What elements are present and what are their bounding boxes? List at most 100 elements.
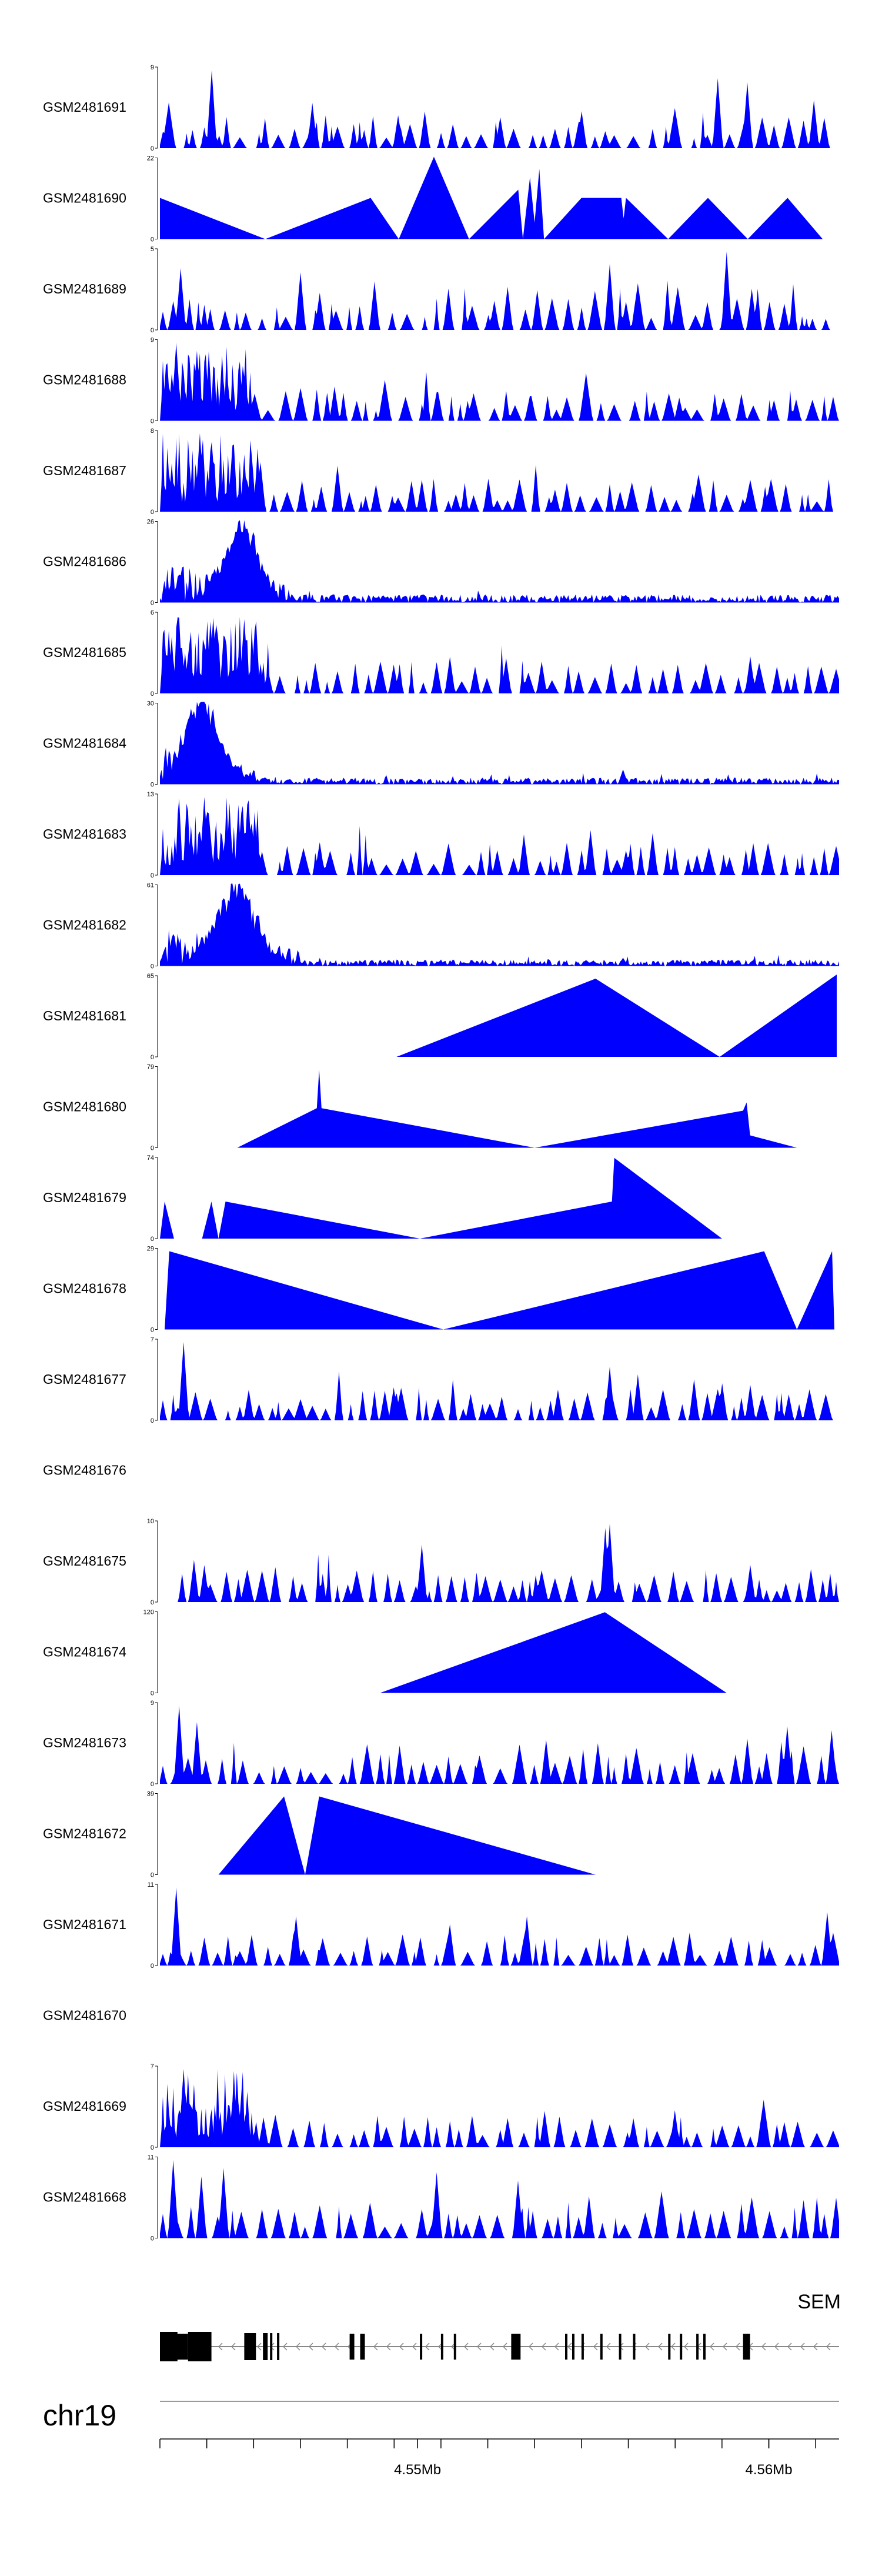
exon — [263, 2333, 268, 2360]
y-axis-zero-label: 0 — [151, 1327, 154, 1334]
strand-arrow — [218, 2343, 223, 2351]
track-label: GSM2481686 — [43, 554, 126, 569]
y-axis-zero-label: 0 — [151, 2235, 154, 2243]
track-gsm2481675: GSM2481675 10 0 — [43, 1518, 839, 1606]
track-gsm2481685: GSM2481685 6 0 — [43, 609, 839, 698]
y-axis-max-label: 6 — [151, 609, 154, 616]
strand-arrow — [373, 2343, 378, 2351]
coverage-area — [160, 797, 839, 875]
strand-arrow — [709, 2343, 714, 2351]
exon-utr — [160, 2334, 188, 2360]
track-gsm2481688: GSM2481688 9 0 — [43, 337, 839, 425]
gene-name: SEM — [797, 2291, 841, 2313]
y-axis-max-label: 79 — [147, 1064, 154, 1071]
exon — [572, 2334, 574, 2360]
coverage-area — [160, 342, 839, 421]
y-axis-zero-label: 0 — [151, 1054, 154, 1061]
y-axis-zero-label: 0 — [151, 1963, 154, 1970]
y-axis-zero-label: 0 — [151, 1417, 154, 1424]
y-axis-zero-label: 0 — [151, 418, 154, 425]
track-gsm2481668: GSM2481668 11 0 — [43, 2154, 839, 2243]
track-label: GSM2481674 — [43, 1644, 126, 1660]
y-axis-zero-label: 0 — [151, 1599, 154, 1606]
exon — [668, 2334, 671, 2360]
y-axis-zero-label: 0 — [151, 782, 154, 789]
coverage-area — [380, 1612, 727, 1693]
strand-arrow — [425, 2343, 430, 2351]
strand-arrow — [386, 2343, 391, 2351]
y-axis-max-label: 65 — [147, 973, 154, 980]
coverage-area — [160, 883, 839, 966]
track-gsm2481676: GSM2481676 — [43, 1463, 126, 1478]
y-axis-zero-label: 0 — [151, 1872, 154, 1879]
y-axis-zero-label: 0 — [151, 145, 154, 152]
strand-arrow — [657, 2343, 663, 2351]
exon — [619, 2334, 622, 2360]
exon — [703, 2334, 706, 2360]
exon — [680, 2334, 683, 2360]
track-label: GSM2481675 — [43, 1553, 126, 1569]
y-axis-zero-label: 0 — [151, 600, 154, 607]
track-gsm2481678: GSM2481678 29 0 — [43, 1246, 834, 1334]
y-axis-zero-label: 0 — [151, 963, 154, 970]
strand-arrow — [399, 2343, 404, 2351]
track-label: GSM2481690 — [43, 191, 126, 206]
exon — [633, 2334, 636, 2360]
track-label: GSM2481672 — [43, 1826, 126, 1841]
track-gsm2481684: GSM2481684 30 0 — [43, 700, 839, 789]
strand-arrow — [528, 2343, 533, 2351]
strand-arrow — [256, 2343, 262, 2351]
track-label: GSM2481683 — [43, 826, 126, 842]
y-axis-zero-label: 0 — [151, 509, 154, 516]
strand-arrow — [489, 2343, 495, 2351]
strand-arrow — [567, 2343, 572, 2351]
strand-arrow — [826, 2343, 831, 2351]
strand-arrow — [230, 2343, 236, 2351]
y-axis-max-label: 9 — [151, 64, 154, 71]
track-label: GSM2481688 — [43, 372, 126, 388]
strand-arrow — [502, 2343, 507, 2351]
track-gsm2481681: GSM2481681 65 0 — [43, 973, 837, 1061]
exon — [440, 2334, 443, 2360]
track-label: GSM2481691 — [43, 99, 126, 115]
strand-arrow — [683, 2343, 689, 2351]
track-gsm2481683: GSM2481683 13 0 — [43, 791, 839, 879]
track-gsm2481680: GSM2481680 79 0 — [43, 1064, 797, 1152]
coverage-area — [160, 1524, 839, 1602]
exon — [453, 2334, 456, 2360]
y-axis-max-label: 74 — [147, 1154, 154, 1162]
axis-label: 4.56Mb — [745, 2462, 792, 2478]
strand-arrow — [412, 2343, 417, 2351]
exon — [188, 2332, 212, 2361]
chromosome-label: chr19 — [43, 2399, 116, 2432]
coverage-area — [160, 520, 839, 603]
track-label: GSM2481673 — [43, 1735, 126, 1750]
coverage-area — [160, 156, 823, 239]
track-gsm2481677: GSM2481677 7 0 — [43, 1336, 839, 1424]
track-gsm2481691: GSM2481691 9 0 — [43, 64, 839, 152]
y-axis-max-label: 8 — [151, 428, 154, 435]
track-gsm2481690: GSM2481690 22 0 — [43, 155, 823, 243]
track-label: GSM2481678 — [43, 1281, 126, 1296]
y-axis-max-label: 11 — [148, 1881, 154, 1888]
coverage-area — [237, 1069, 797, 1148]
gene-model-sem: SEM — [160, 2291, 841, 2361]
exon — [743, 2334, 750, 2360]
exon — [565, 2334, 567, 2360]
exon — [511, 2334, 521, 2360]
strand-arrow — [476, 2343, 482, 2351]
strand-arrow — [593, 2343, 598, 2351]
coverage-area — [218, 1796, 596, 1875]
coverage-area — [160, 702, 839, 785]
y-axis-zero-label: 0 — [151, 1145, 154, 1152]
coverage-area — [160, 70, 839, 148]
exon — [420, 2334, 423, 2360]
exon — [349, 2334, 355, 2360]
strand-arrow — [282, 2343, 288, 2351]
track-label: GSM2481669 — [43, 2098, 126, 2114]
exon — [600, 2334, 603, 2360]
coverage-area — [160, 433, 839, 512]
strand-arrow — [644, 2343, 650, 2351]
track-label: GSM2481670 — [43, 2008, 126, 2023]
y-axis-max-label: 9 — [151, 1700, 154, 1707]
